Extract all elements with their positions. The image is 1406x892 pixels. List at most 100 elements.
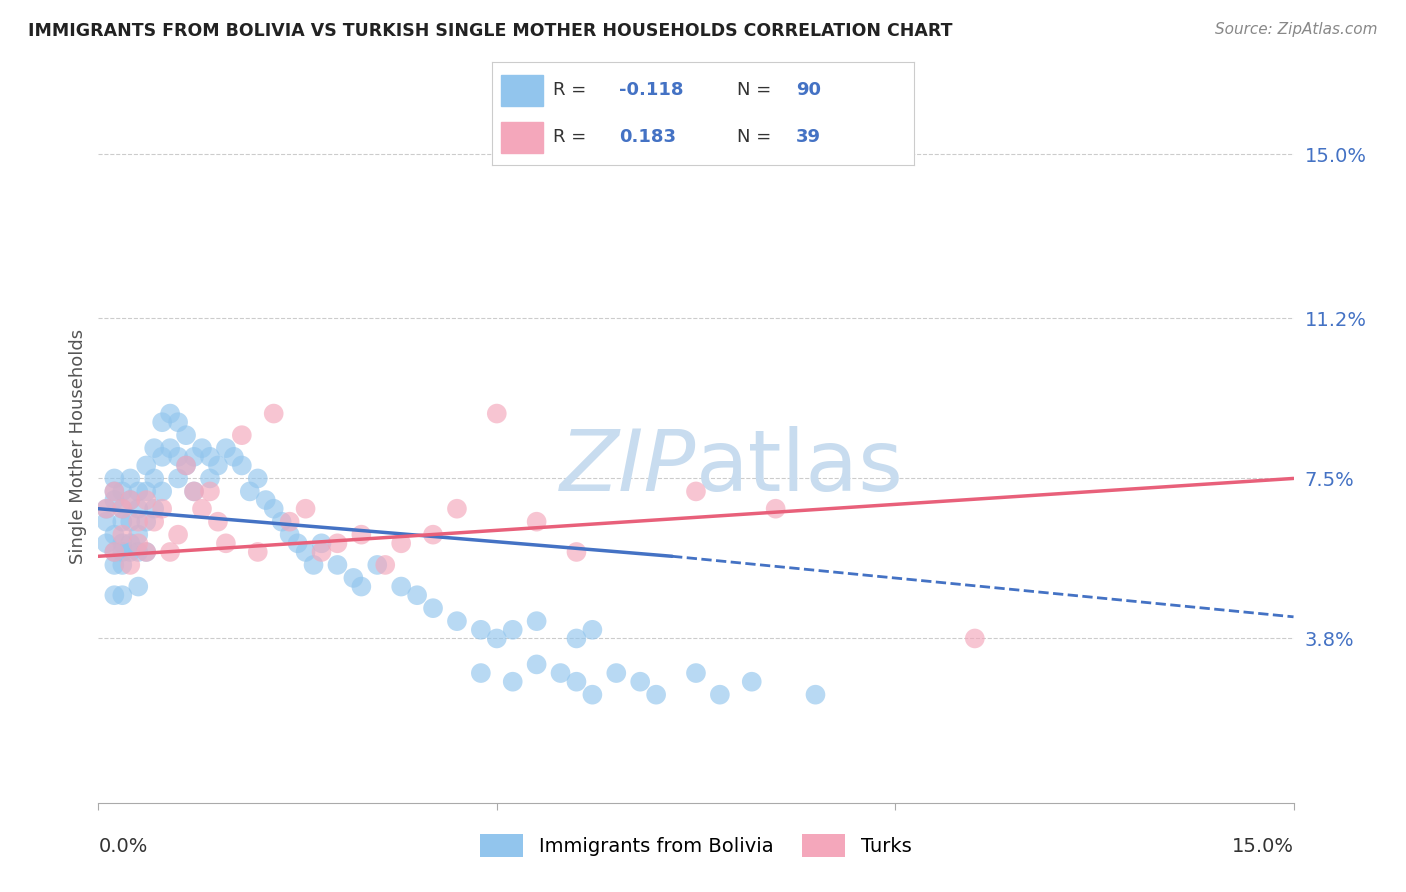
- Text: 0.183: 0.183: [619, 128, 676, 146]
- Point: [581, 688, 603, 702]
- Point: [103, 484, 125, 499]
- Point: [103, 558, 125, 572]
- Point: [302, 558, 325, 572]
- Point: [96, 536, 118, 550]
- Point: [120, 515, 142, 529]
- Point: [143, 471, 166, 485]
- Point: [167, 527, 190, 541]
- Point: [198, 484, 221, 499]
- Point: [278, 515, 301, 529]
- Text: 15.0%: 15.0%: [1232, 838, 1294, 856]
- Point: [565, 545, 588, 559]
- Point: [207, 515, 229, 529]
- Point: [120, 545, 142, 559]
- Point: [174, 458, 197, 473]
- Text: ZIP: ZIP: [560, 425, 696, 509]
- Y-axis label: Single Mother Households: Single Mother Households: [69, 328, 87, 564]
- Text: N =: N =: [737, 81, 776, 99]
- Point: [135, 458, 157, 473]
- Point: [485, 632, 508, 646]
- Bar: [501, 122, 543, 153]
- Point: [294, 501, 316, 516]
- Point: [263, 501, 285, 516]
- Point: [446, 614, 468, 628]
- Point: [127, 515, 149, 529]
- Text: 90: 90: [796, 81, 821, 99]
- Point: [127, 484, 149, 499]
- Point: [294, 545, 316, 559]
- Point: [254, 493, 277, 508]
- Point: [103, 545, 125, 559]
- Point: [198, 450, 221, 464]
- Point: [741, 674, 763, 689]
- Point: [526, 614, 548, 628]
- Point: [167, 415, 190, 429]
- Point: [150, 484, 173, 499]
- Point: [135, 515, 157, 529]
- Point: [470, 623, 492, 637]
- Point: [605, 666, 627, 681]
- Text: Source: ZipAtlas.com: Source: ZipAtlas.com: [1215, 22, 1378, 37]
- Point: [96, 501, 118, 516]
- Point: [263, 407, 285, 421]
- Point: [326, 558, 349, 572]
- Point: [526, 515, 548, 529]
- Point: [103, 588, 125, 602]
- Point: [159, 545, 181, 559]
- Text: -0.118: -0.118: [619, 81, 683, 99]
- Point: [326, 536, 349, 550]
- Point: [581, 623, 603, 637]
- Point: [120, 493, 142, 508]
- Point: [246, 545, 269, 559]
- Point: [470, 666, 492, 681]
- Point: [120, 536, 142, 550]
- Point: [111, 588, 134, 602]
- Point: [191, 441, 214, 455]
- Point: [278, 527, 301, 541]
- Point: [143, 501, 166, 516]
- Point: [526, 657, 548, 672]
- Point: [446, 501, 468, 516]
- Point: [120, 558, 142, 572]
- Point: [374, 558, 396, 572]
- Text: atlas: atlas: [696, 425, 904, 509]
- Point: [127, 501, 149, 516]
- Point: [565, 632, 588, 646]
- Point: [135, 484, 157, 499]
- Point: [685, 666, 707, 681]
- Point: [239, 484, 262, 499]
- Point: [127, 536, 149, 550]
- Point: [565, 674, 588, 689]
- Point: [366, 558, 388, 572]
- Text: IMMIGRANTS FROM BOLIVIA VS TURKISH SINGLE MOTHER HOUSEHOLDS CORRELATION CHART: IMMIGRANTS FROM BOLIVIA VS TURKISH SINGL…: [28, 22, 953, 40]
- Point: [287, 536, 309, 550]
- Point: [183, 484, 205, 499]
- Point: [502, 674, 524, 689]
- Point: [389, 536, 412, 550]
- Text: 0.0%: 0.0%: [98, 838, 148, 856]
- Point: [550, 666, 572, 681]
- Point: [120, 471, 142, 485]
- Point: [215, 441, 238, 455]
- Point: [150, 450, 173, 464]
- Point: [135, 545, 157, 559]
- Point: [103, 527, 125, 541]
- Point: [222, 450, 245, 464]
- Point: [120, 493, 142, 508]
- Point: [422, 527, 444, 541]
- Point: [709, 688, 731, 702]
- Point: [174, 428, 197, 442]
- Point: [207, 458, 229, 473]
- Point: [111, 527, 134, 541]
- Point: [406, 588, 429, 602]
- Text: R =: R =: [554, 81, 592, 99]
- Point: [150, 415, 173, 429]
- Point: [191, 501, 214, 516]
- Point: [685, 484, 707, 499]
- Point: [628, 674, 651, 689]
- Text: 39: 39: [796, 128, 821, 146]
- Point: [143, 515, 166, 529]
- Point: [485, 407, 508, 421]
- Point: [270, 515, 292, 529]
- Point: [311, 545, 333, 559]
